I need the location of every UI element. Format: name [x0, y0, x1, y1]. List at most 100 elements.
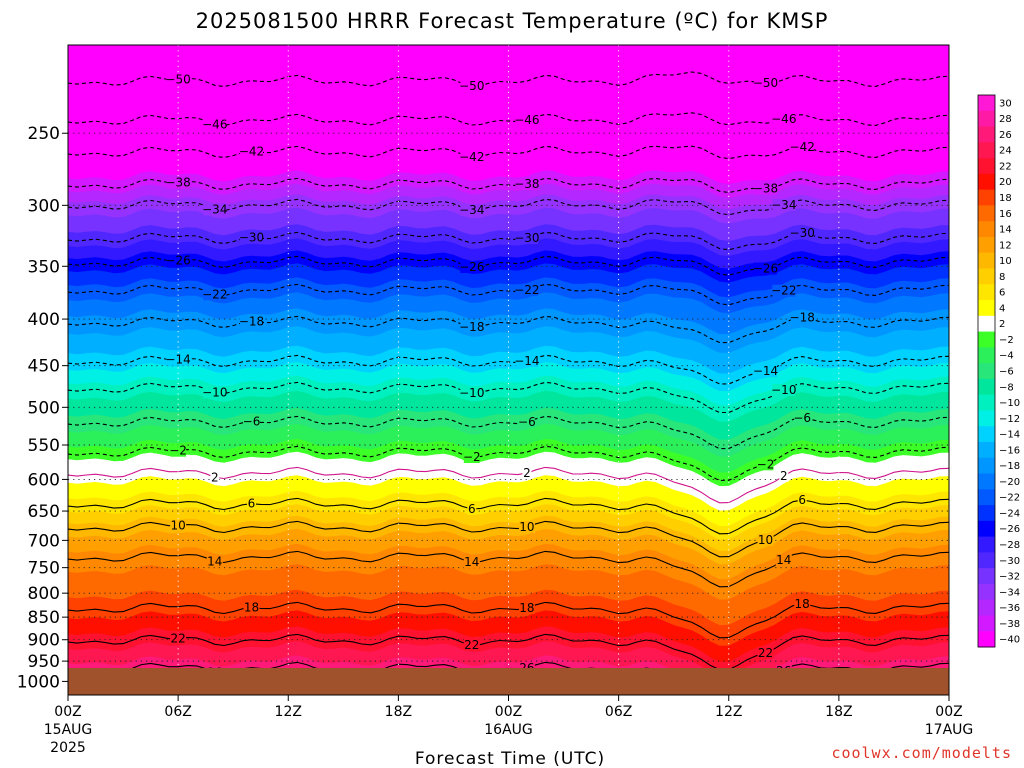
colorbar-swatch [978, 426, 995, 443]
colorbar-swatch [978, 552, 995, 569]
colorbar-swatch [978, 441, 995, 459]
x-tick-label: 06Z [164, 704, 191, 720]
isotherm-label: −42 [790, 140, 815, 154]
x-axis-label: Forecast Time (UTC) [415, 749, 605, 768]
isotherm-label: −30 [514, 231, 539, 245]
isotherm-label: −14 [165, 353, 190, 367]
isotherm-label: −18 [239, 315, 264, 329]
colorbar-swatch [978, 300, 995, 317]
y-tick-label: 900 [28, 631, 60, 651]
colorbar-swatch [978, 520, 995, 538]
colorbar-swatch [978, 347, 995, 364]
isotherm-label: 10 [519, 520, 534, 534]
isotherm-label: −2 [169, 444, 187, 458]
isotherm-label: −30 [239, 231, 264, 245]
isotherm-label-bg [757, 458, 774, 471]
isotherm-label: −50 [753, 76, 778, 90]
isotherm-label: −50 [165, 73, 190, 87]
isotherm-label: 14 [464, 555, 479, 569]
colorbar-label: 26 [999, 130, 1012, 141]
isotherm-label-bg [460, 387, 484, 399]
isotherm-label-bg [515, 232, 539, 245]
isotherm-label: 2 [780, 469, 788, 483]
isotherm-label: −22 [202, 287, 227, 301]
isotherm-label: −46 [771, 112, 796, 126]
isotherm-label-bg [522, 467, 532, 480]
x-tick-date: 17AUG [925, 722, 974, 738]
isotherm-label-bg [775, 553, 792, 566]
isotherm-label: 2 [523, 466, 531, 480]
colorbar-label: −34 [999, 587, 1020, 598]
isotherm-line [68, 445, 949, 482]
colorbar-swatch [978, 173, 995, 191]
isotherm-label: 2 [211, 470, 219, 484]
y-tick-label: 450 [28, 357, 60, 377]
y-tick-label: 750 [28, 559, 60, 579]
colorbar-swatch [978, 505, 995, 522]
isotherm-label: −22 [771, 284, 796, 298]
isotherm-label-bg [790, 311, 814, 324]
isotherm-label-bg [772, 284, 796, 297]
colorbar-swatch [978, 363, 995, 380]
colorbar-label: 10 [999, 256, 1012, 267]
colorbar-label: 2 [999, 319, 1005, 330]
colorbar-label: −30 [999, 556, 1020, 567]
x-tick-label: 06Z [605, 704, 632, 720]
colorbar-swatch [978, 489, 995, 506]
isotherm-label-bg [779, 469, 789, 482]
isotherm-label-bg [772, 112, 796, 125]
isotherm-label-bg [790, 140, 814, 153]
colorbar-swatch [978, 236, 995, 254]
colorbar-swatch [978, 568, 995, 585]
colorbar-label: 6 [999, 288, 1005, 299]
isotherm-label-bg [754, 262, 777, 275]
x-tick-label: 12Z [275, 704, 302, 720]
colorbar-swatch [978, 95, 995, 112]
isotherm-label-bg [790, 227, 814, 240]
colorbar-swatch [978, 378, 995, 396]
colorbar-swatch [978, 631, 995, 648]
colorbar-label: 22 [999, 162, 1012, 173]
colorbar-label: −2 [999, 335, 1014, 346]
isotherm-label-bg [203, 288, 227, 301]
isotherm-label: −10 [459, 386, 484, 400]
temperature-bands [68, 45, 949, 695]
colorbar-swatch [978, 410, 995, 427]
isotherm-label-bg [467, 503, 477, 515]
colorbar-label: −6 [999, 367, 1014, 378]
colorbar-label: −22 [999, 493, 1020, 504]
isotherm-label-bg [772, 384, 796, 396]
y-tick-label: 800 [28, 584, 60, 604]
isotherm-label-bg [170, 444, 187, 457]
isotherm-label-bg [460, 80, 484, 92]
isotherm-label: −6 [518, 415, 536, 429]
colorbar-frame [977, 94, 996, 648]
isotherm-line [68, 520, 949, 558]
colorbar-label: −28 [999, 540, 1020, 551]
isotherm-label-bg [754, 77, 777, 90]
isotherm-label: −34 [202, 202, 227, 216]
y-tick-label: 350 [28, 257, 60, 277]
credit-text: coolwx.com/modelts [831, 744, 1012, 762]
x-tick-label: 00Z [54, 704, 81, 720]
x-tick-label: 18Z [385, 704, 412, 720]
isotherm-label-bg [515, 355, 539, 368]
isotherm-label-bg [247, 497, 256, 510]
colorbar-swatch [978, 221, 995, 238]
y-tick-label: 400 [28, 310, 60, 330]
isotherm-label: 22 [758, 646, 773, 660]
y-axis: 250 300 350 400 450 500 550 600 650 700 750 800 850 9… [17, 124, 68, 692]
colorbar-label: −32 [999, 572, 1020, 583]
isotherm-label: −50 [459, 79, 484, 93]
isotherm-label: 10 [758, 533, 773, 547]
plot-area: −50 −50 −50 −46 −46 −46 −42 −42 −42 −38 −38 −38 −34 −… [68, 45, 949, 695]
isotherm-label-bg [518, 521, 535, 534]
isotherm-label: −38 [514, 177, 539, 191]
colorbar-swatch [978, 252, 995, 269]
colorbar-swatch [978, 599, 995, 616]
x-tick-date: 16AUG [484, 722, 533, 738]
isotherm-label: −46 [202, 117, 227, 131]
isotherm-label-bg [515, 284, 539, 297]
x-axis: 00Z 15AUG 2025 06Z 12Z 18Z 00Z 16AUG 06Z 12Z 18Z 00… [44, 695, 974, 756]
isotherm-label: −6 [793, 411, 811, 425]
